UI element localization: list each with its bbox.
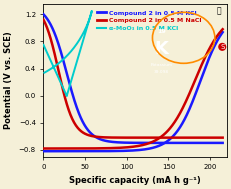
Legend: Compound 2 in 0.5 M KCl, Compound 2 in 0.5 M NaCl, α-MoO₃ in 0.5 M KCl: Compound 2 in 0.5 M KCl, Compound 2 in 0…	[96, 9, 202, 32]
Text: 🌿: 🌿	[216, 7, 221, 15]
X-axis label: Specific capacity (mA h g⁻¹): Specific capacity (mA h g⁻¹)	[69, 176, 201, 185]
Text: 19: 19	[157, 29, 166, 34]
Text: K: K	[155, 40, 169, 58]
Y-axis label: Potential (V vs. SCE): Potential (V vs. SCE)	[4, 32, 13, 129]
Text: S: S	[220, 44, 225, 50]
Text: Potassium: Potassium	[151, 63, 173, 67]
Text: 39.098: 39.098	[154, 70, 169, 74]
